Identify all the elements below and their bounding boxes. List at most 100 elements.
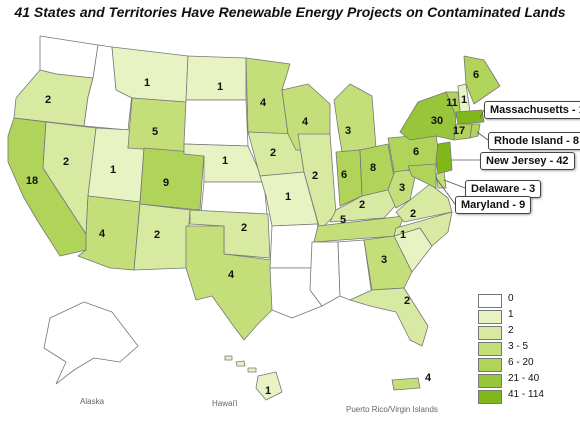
count-label: 2: [63, 156, 69, 168]
hawaii-label: Hawai'i: [212, 399, 238, 408]
state-ak[interactable]: [43, 301, 139, 385]
state-me[interactable]: [463, 55, 501, 105]
legend-row: 0: [478, 292, 568, 308]
legend-swatch: [478, 294, 502, 308]
legend-swatch: [478, 390, 502, 404]
count-label: 1: [144, 77, 150, 89]
count-label: 3: [345, 125, 351, 137]
legend-swatch: [478, 358, 502, 372]
count-label: 5: [340, 214, 346, 226]
state-shapes: [7, 35, 501, 401]
legend-label: 0: [508, 293, 514, 304]
count-label: 30: [431, 115, 443, 127]
legend-label: 21 - 40: [508, 373, 540, 384]
state-tx[interactable]: [185, 225, 283, 341]
count-label: 1: [285, 191, 291, 203]
state-ma[interactable]: [455, 109, 485, 125]
count-label: 2: [241, 222, 247, 234]
page-title: 41 States and Territories Have Renewable…: [14, 4, 566, 20]
leader-ma: [479, 109, 485, 119]
state-or[interactable]: [13, 69, 94, 127]
legend-label: 3 - 5: [508, 341, 529, 352]
state-va[interactable]: [395, 183, 453, 223]
state-md[interactable]: [407, 163, 437, 189]
state-ny[interactable]: [399, 91, 457, 141]
count-label: 2: [270, 147, 276, 159]
count-label: 4: [99, 228, 106, 240]
callout-maryland: Maryland - 9: [455, 196, 532, 214]
callout-massachusetts: Massachusetts - 114: [484, 101, 580, 119]
region-labels: Alaska Hawai'i Puerto Rico/Virgin Island…: [80, 397, 438, 414]
count-label: 1: [110, 164, 116, 176]
state-nd[interactable]: [185, 55, 247, 101]
state-co[interactable]: [139, 147, 205, 211]
legend-swatch: [478, 374, 502, 388]
legend-row: 3 - 5: [478, 340, 568, 356]
leader-md: [435, 177, 456, 205]
state-ri[interactable]: [469, 123, 481, 139]
count-label: 2: [359, 199, 365, 211]
count-label: 1: [400, 229, 406, 241]
state-az[interactable]: [77, 195, 141, 271]
state-ga[interactable]: [363, 235, 413, 291]
leader-de: [443, 179, 466, 189]
count-label: 2: [45, 94, 51, 106]
state-in[interactable]: [335, 149, 363, 207]
state-nm[interactable]: [133, 203, 191, 271]
state-wa[interactable]: [39, 35, 99, 79]
count-label: 8: [370, 162, 376, 174]
legend-label: 6 - 20: [508, 357, 534, 368]
legend-row: 6 - 20: [478, 356, 568, 372]
count-label: 1: [222, 155, 228, 167]
count-label: 5: [152, 126, 158, 138]
count-label: 1: [461, 94, 467, 106]
legend: 0 1 2 3 - 5 6 - 20 21 - 40 41 - 114: [478, 292, 568, 404]
legend-swatch: [478, 310, 502, 324]
count-label: 4: [260, 97, 267, 109]
count-label: 2: [154, 229, 160, 241]
count-label: 9: [163, 177, 169, 189]
legend-row: 41 - 114: [478, 388, 568, 404]
state-mt[interactable]: [111, 46, 189, 103]
state-hi-1[interactable]: [224, 355, 233, 361]
count-label: 6: [413, 146, 419, 158]
alaska-label: Alaska: [80, 397, 105, 406]
count-label: 6: [473, 69, 479, 81]
state-hi-3[interactable]: [247, 367, 257, 373]
state-il[interactable]: [297, 133, 337, 231]
count-label: 17: [453, 125, 465, 137]
state-nj[interactable]: [435, 141, 453, 175]
state-de[interactable]: [435, 171, 447, 189]
state-sd[interactable]: [183, 99, 249, 147]
count-label: 4: [302, 116, 309, 128]
puerto-rico-label: Puerto Rico/Virgin Islands: [346, 405, 438, 414]
state-ms[interactable]: [309, 241, 341, 307]
count-label: 2: [410, 208, 416, 220]
state-fl[interactable]: [349, 287, 429, 347]
legend-row: 21 - 40: [478, 372, 568, 388]
callout-leaders: [435, 109, 489, 205]
count-label: 4: [228, 269, 235, 281]
count-label: 1: [217, 81, 223, 93]
count-label: 18: [26, 175, 38, 187]
legend-swatch: [478, 342, 502, 356]
legend-label: 41 - 114: [508, 389, 544, 400]
count-label: 1: [265, 385, 271, 397]
callout-rhode-island: Rhode Island - 8: [488, 132, 580, 150]
count-label: 11: [446, 97, 458, 109]
state-mi[interactable]: [333, 83, 377, 153]
state-hi-4[interactable]: [255, 371, 283, 401]
legend-row: 1: [478, 308, 568, 324]
count-label: 4: [425, 372, 432, 384]
state-count-labels: 2 18 2 1 4 1 5 9 2 1 1 2 4 4 2 1 4 2 3 6…: [26, 69, 479, 397]
legend-row: 2: [478, 324, 568, 340]
leader-ri: [476, 131, 489, 141]
count-label: 3: [381, 254, 387, 266]
state-hi-2[interactable]: [235, 360, 246, 367]
count-label: 2: [404, 295, 410, 307]
state-pr[interactable]: [391, 377, 421, 391]
count-label: 2: [312, 170, 318, 182]
callout-new-jersey: New Jersey - 42: [480, 152, 575, 170]
count-label: 6: [341, 169, 347, 181]
